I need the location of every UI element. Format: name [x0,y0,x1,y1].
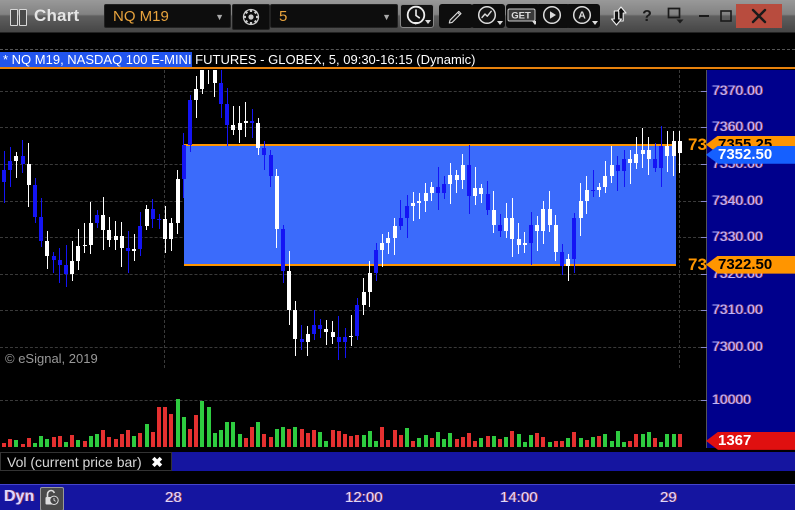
svg-text:A: A [578,10,586,22]
svg-text:?: ? [642,8,652,25]
svg-text:GET: GET [511,11,531,22]
